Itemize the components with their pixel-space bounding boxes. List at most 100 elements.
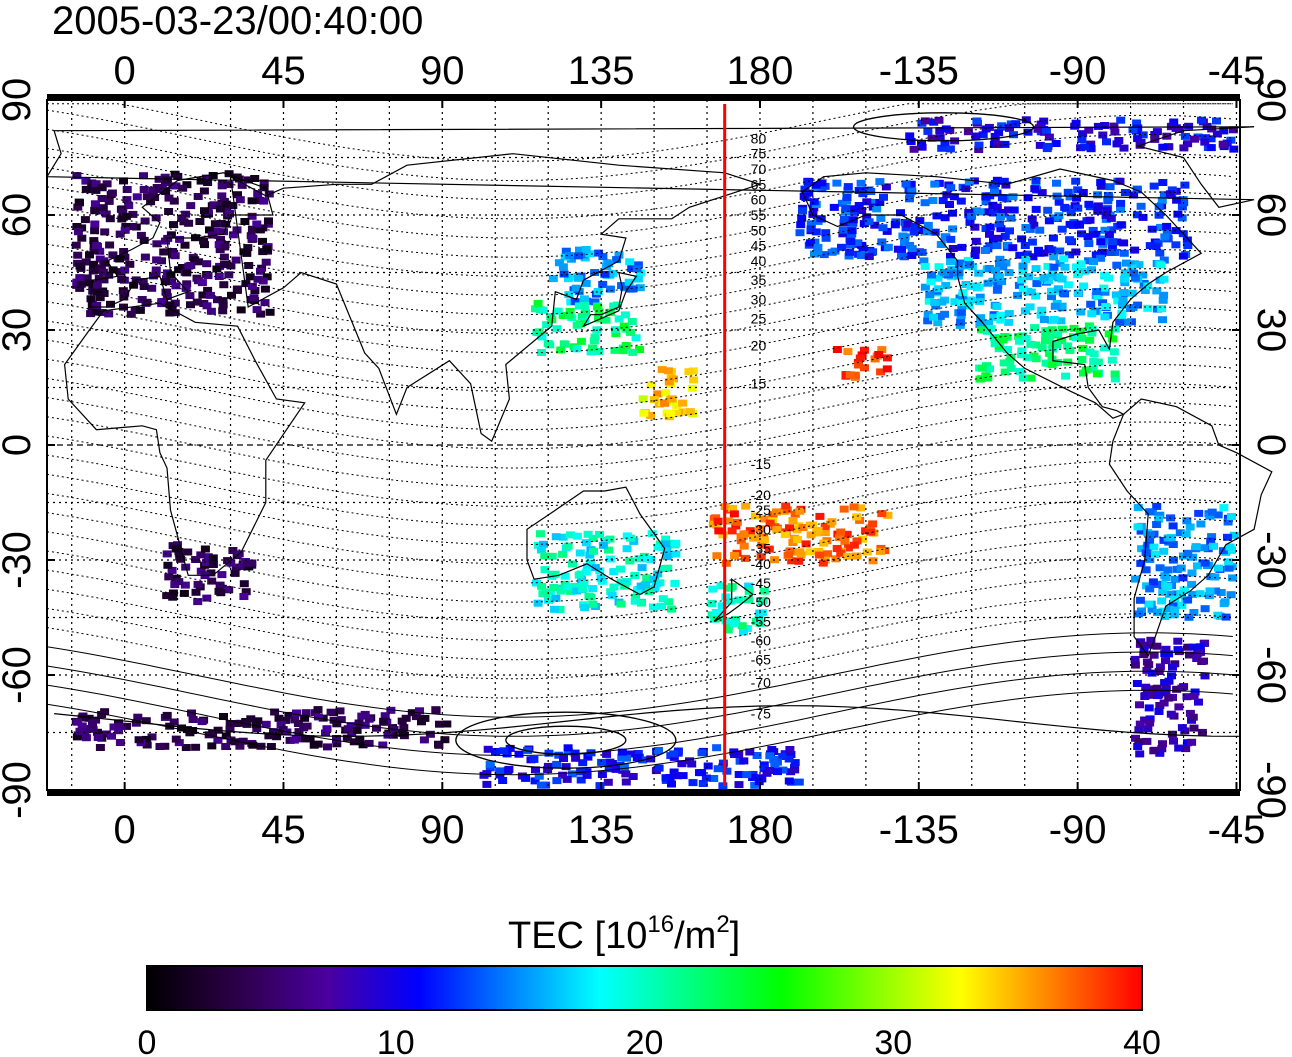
tec-pixel: [927, 134, 937, 142]
tec-pixel: [817, 179, 827, 187]
tec-pixel: [1134, 726, 1144, 734]
tec-pixel: [1107, 356, 1117, 364]
tec-pixel: [1047, 361, 1057, 369]
tec-pixel: [556, 346, 566, 354]
tec-pixel: [380, 712, 390, 720]
tec-pixel: [858, 190, 868, 198]
tec-pixel: [141, 735, 151, 743]
tec-pixel: [809, 198, 819, 206]
tec-pixel: [1051, 140, 1061, 147]
tec-pixel: [1015, 251, 1025, 259]
tec-pixel: [1221, 613, 1231, 621]
tec-pixel: [197, 718, 207, 726]
tec-pixel: [1226, 591, 1236, 599]
tec-pixel: [983, 279, 993, 287]
tec-pixel: [1057, 275, 1067, 283]
tec-pixel: [73, 203, 83, 211]
tec-pixel: [1116, 221, 1126, 229]
tec-pixel: [1149, 182, 1159, 190]
tec-pixel: [734, 596, 744, 604]
tec-pixel: [1035, 249, 1045, 257]
tec-pixel: [1044, 133, 1054, 141]
tec-pixel: [1043, 142, 1053, 150]
tec-pixel: [77, 224, 87, 232]
tec-pixel: [174, 578, 184, 586]
tec-pixel: [1176, 590, 1186, 598]
tec-pixel: [1170, 595, 1180, 603]
tec-pixel: [1107, 243, 1117, 251]
tec-pixel: [261, 720, 271, 728]
tec-pixel: [985, 230, 994, 238]
tec-pixel: [1177, 684, 1187, 692]
tec-pixel: [571, 284, 581, 292]
tec-pixel: [1168, 556, 1178, 564]
mag-contour: [46, 325, 1233, 412]
tec-pixel: [573, 274, 583, 282]
tec-pixel: [171, 182, 181, 190]
tec-pixel: [73, 228, 83, 236]
tec-pixel: [181, 284, 191, 292]
tec-pixel: [1054, 198, 1064, 206]
tec-pixel: [227, 291, 236, 299]
tec-pixel: [191, 743, 201, 751]
tec-pixel: [1106, 214, 1116, 222]
tec-pixel: [1159, 191, 1169, 199]
tec-pixel: [1031, 355, 1041, 363]
tec-pixel: [75, 727, 85, 735]
tec-pixel: [942, 191, 952, 199]
tec-pixel: [220, 243, 230, 251]
tec-pixel: [1111, 291, 1121, 299]
magnetic-contour-layer: [46, 103, 1233, 776]
tec-pixel: [882, 227, 892, 235]
colorbar-title: TEC [1016/m2]: [508, 911, 740, 957]
tec-pixel: [1078, 344, 1088, 352]
grid-layer: [47, 100, 1240, 790]
tec-pixel: [1009, 206, 1019, 214]
tec-pixel: [259, 179, 269, 187]
tec-pixel: [1021, 335, 1031, 342]
tec-pixel: [646, 381, 656, 389]
tec-pixel: [621, 342, 631, 349]
tec-pixel: [332, 736, 341, 744]
tec-pixel: [923, 310, 933, 318]
tec-pixel: [846, 238, 856, 245]
tec-pixel: [1155, 749, 1165, 757]
tec-pixel: [558, 263, 568, 271]
tec-pixel: [925, 291, 935, 299]
tec-pixel: [1159, 291, 1169, 299]
tec-pixel: [910, 223, 920, 230]
tec-pixel: [570, 298, 580, 306]
tec-pixel: [654, 764, 664, 772]
tec-pixel: [206, 307, 216, 315]
tec-pixel: [966, 282, 976, 290]
tec-pixel: [709, 775, 719, 782]
mag-contour: [46, 103, 1233, 182]
tec-pixel: [560, 572, 570, 580]
tec-pixel: [378, 741, 388, 749]
tec-pixel: [139, 186, 149, 193]
tec-pixel: [856, 179, 866, 187]
tec-pixel: [583, 753, 593, 761]
tec-pixel: [1228, 574, 1238, 582]
tec-pixel: [162, 293, 172, 301]
tec-pixel: [98, 268, 108, 276]
contour-label: -70: [751, 675, 771, 691]
tec-pixel: [545, 595, 555, 603]
tec-pixel: [998, 336, 1008, 344]
tec-region-hawaii: [832, 346, 892, 381]
mag-contour: [46, 613, 1233, 699]
tec-pixel: [1130, 661, 1140, 669]
tec-pixel: [1041, 127, 1051, 135]
tec-pixel: [252, 725, 262, 733]
tec-pixel: [841, 204, 851, 212]
tec-pixel: [982, 327, 992, 335]
tec-pixel: [897, 246, 906, 253]
tec-pixel: [1063, 188, 1073, 196]
tec-pixel: [1209, 542, 1218, 550]
mag-contour: [46, 402, 1233, 488]
tec-pixel: [1213, 611, 1223, 619]
tec-pixel: [255, 226, 265, 234]
tec-pixel: [688, 779, 698, 787]
tec-pixel: [536, 546, 546, 554]
tec-pixel: [997, 278, 1007, 286]
